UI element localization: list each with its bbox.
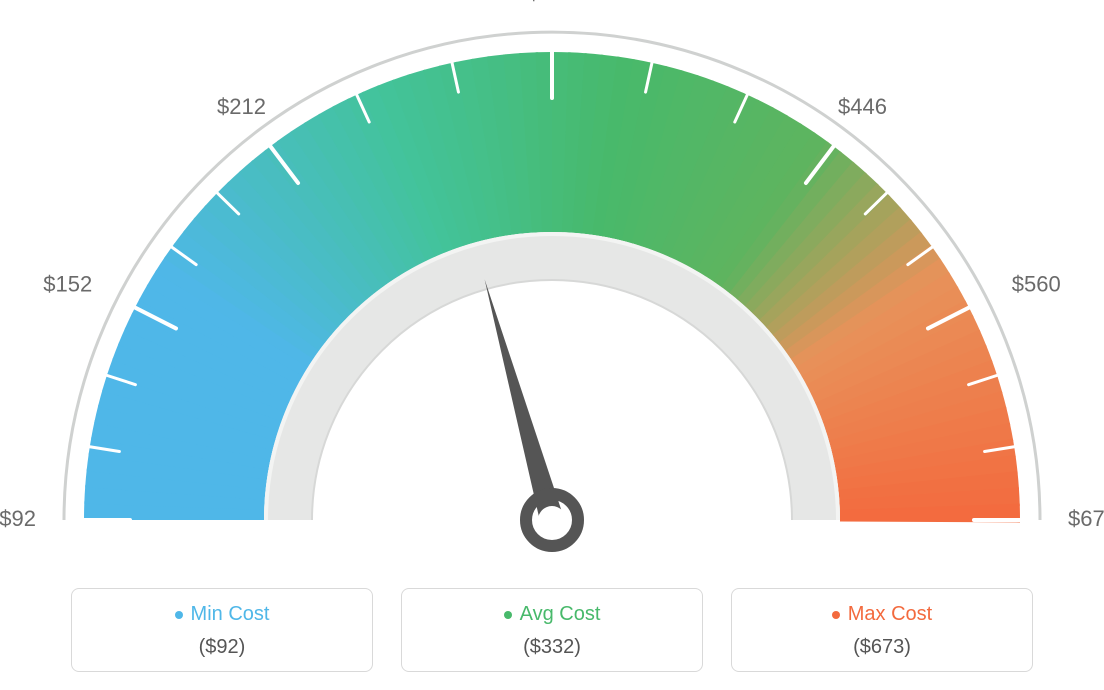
svg-text:$212: $212 (217, 94, 266, 119)
legend-value-max: ($673) (732, 636, 1032, 659)
gauge-needle (485, 279, 578, 546)
svg-text:$152: $152 (43, 272, 92, 297)
legend-card-avg: Avg Cost ($332) (401, 588, 703, 672)
cost-gauge: $92 $152 $212 $332 $446 $560 $673 (0, 0, 1104, 560)
legend-dot-min (175, 611, 183, 619)
legend-label-avg: Avg Cost (520, 603, 601, 626)
svg-text:$92: $92 (0, 506, 36, 531)
svg-text:$673: $673 (1068, 506, 1104, 531)
svg-text:$332: $332 (528, 0, 577, 5)
gauge-color-band (84, 52, 1020, 522)
svg-text:$560: $560 (1012, 272, 1061, 297)
legend-card-min: Min Cost ($92) (71, 588, 373, 672)
legend-row: Min Cost ($92) Avg Cost ($332) Max Cost … (0, 588, 1104, 672)
legend-dot-avg (504, 611, 512, 619)
legend-dot-max (832, 611, 840, 619)
legend-label-max: Max Cost (848, 603, 932, 626)
legend-value-min: ($92) (72, 636, 372, 659)
legend-value-avg: ($332) (402, 636, 702, 659)
legend-card-max: Max Cost ($673) (731, 588, 1033, 672)
svg-text:$446: $446 (838, 94, 887, 119)
legend-label-min: Min Cost (191, 603, 270, 626)
